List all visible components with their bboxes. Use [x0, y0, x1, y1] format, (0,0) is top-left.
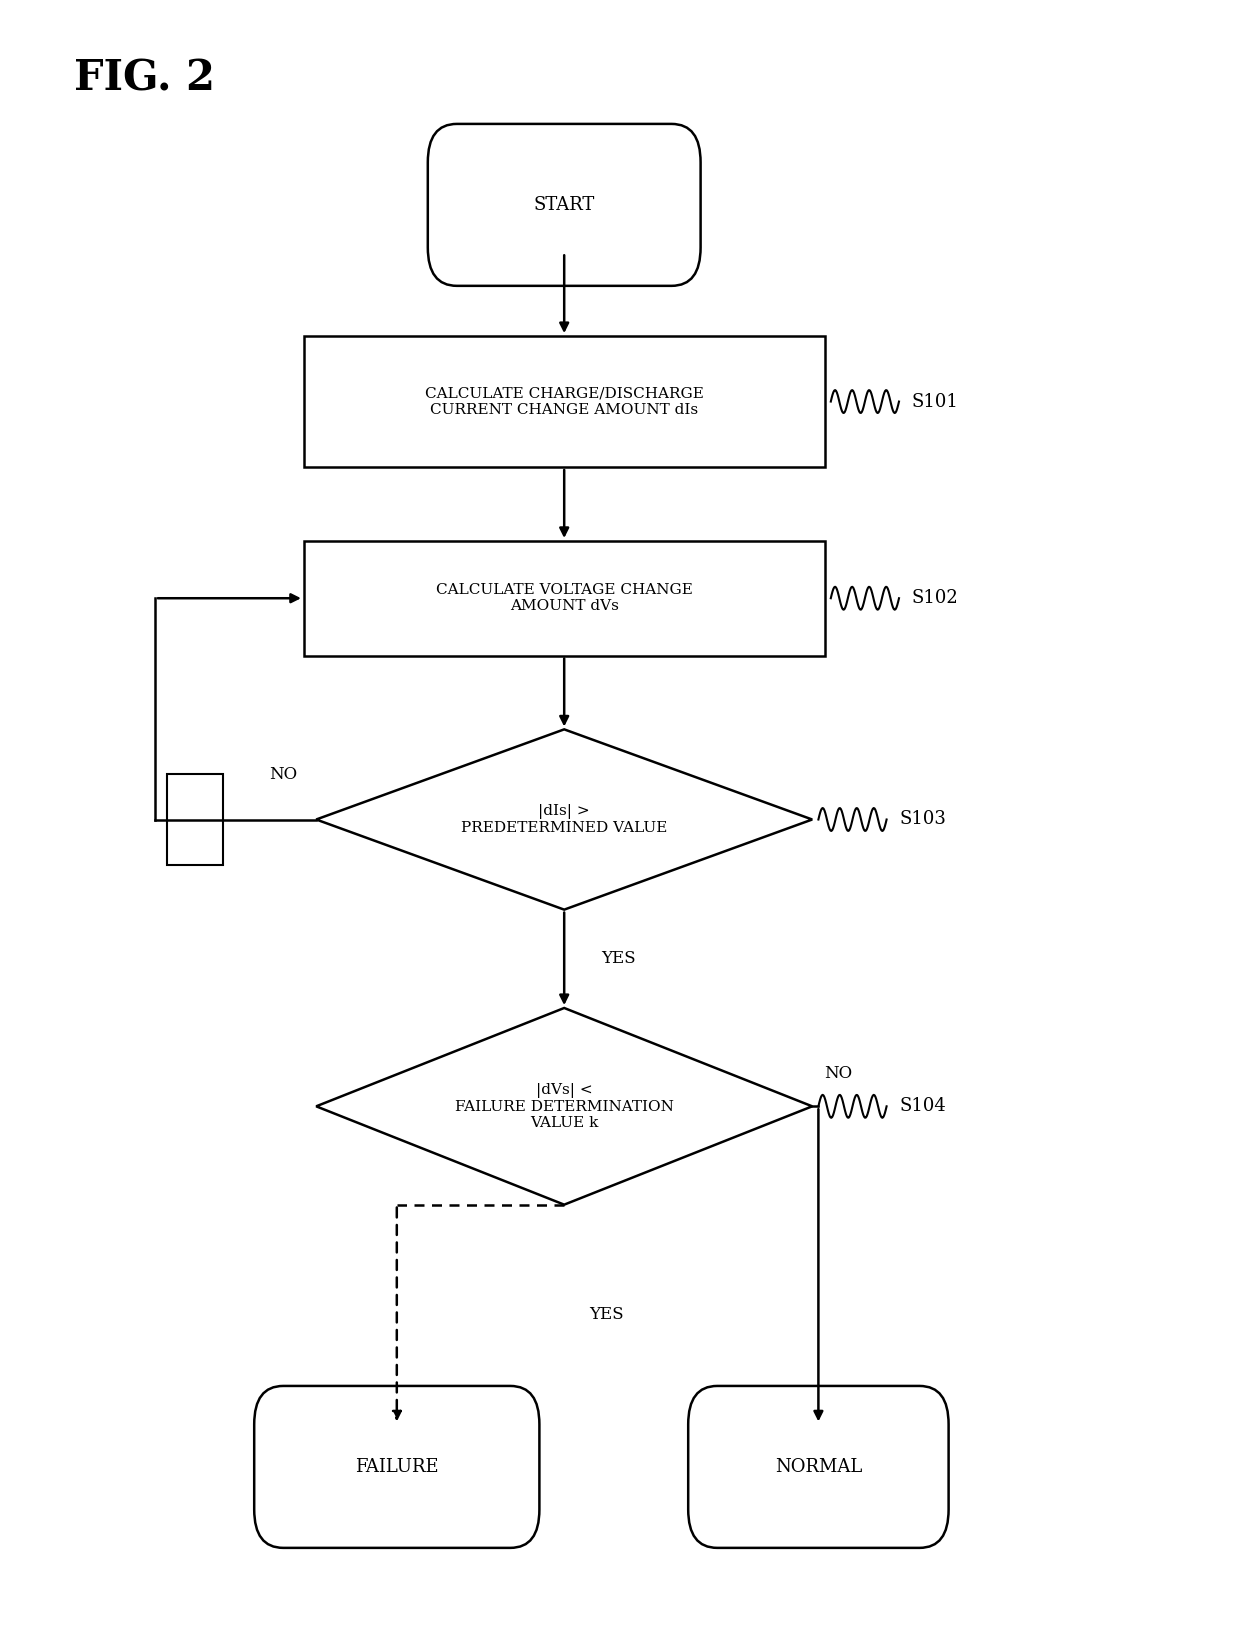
Text: CALCULATE VOLTAGE CHANGE
AMOUNT dVs: CALCULATE VOLTAGE CHANGE AMOUNT dVs	[435, 583, 693, 613]
FancyBboxPatch shape	[688, 1387, 949, 1547]
Text: CALCULATE CHARGE/DISCHARGE
CURRENT CHANGE AMOUNT dIs: CALCULATE CHARGE/DISCHARGE CURRENT CHANG…	[425, 387, 703, 416]
Text: YES: YES	[601, 951, 636, 967]
Text: FAILURE: FAILURE	[355, 1459, 439, 1475]
Text: NO: NO	[269, 767, 298, 783]
Text: START: START	[533, 197, 595, 213]
Text: S102: S102	[911, 590, 959, 606]
Text: FIG. 2: FIG. 2	[74, 57, 216, 100]
Text: S104: S104	[899, 1098, 946, 1115]
Text: S103: S103	[899, 811, 946, 828]
FancyBboxPatch shape	[428, 125, 701, 285]
Text: |dIs| >
PREDETERMINED VALUE: |dIs| > PREDETERMINED VALUE	[461, 803, 667, 836]
Text: NO: NO	[825, 1065, 853, 1082]
Bar	[304, 336, 825, 467]
Text: S101: S101	[911, 393, 959, 410]
FancyBboxPatch shape	[254, 1387, 539, 1547]
Polygon shape	[316, 1008, 812, 1205]
Text: YES: YES	[589, 1306, 624, 1323]
Polygon shape	[316, 729, 812, 910]
Text: NORMAL: NORMAL	[775, 1459, 862, 1475]
Bar	[304, 541, 825, 656]
Text: |dVs| <
FAILURE DETERMINATION
VALUE k: |dVs| < FAILURE DETERMINATION VALUE k	[455, 1083, 673, 1129]
Bar	[167, 775, 223, 865]
